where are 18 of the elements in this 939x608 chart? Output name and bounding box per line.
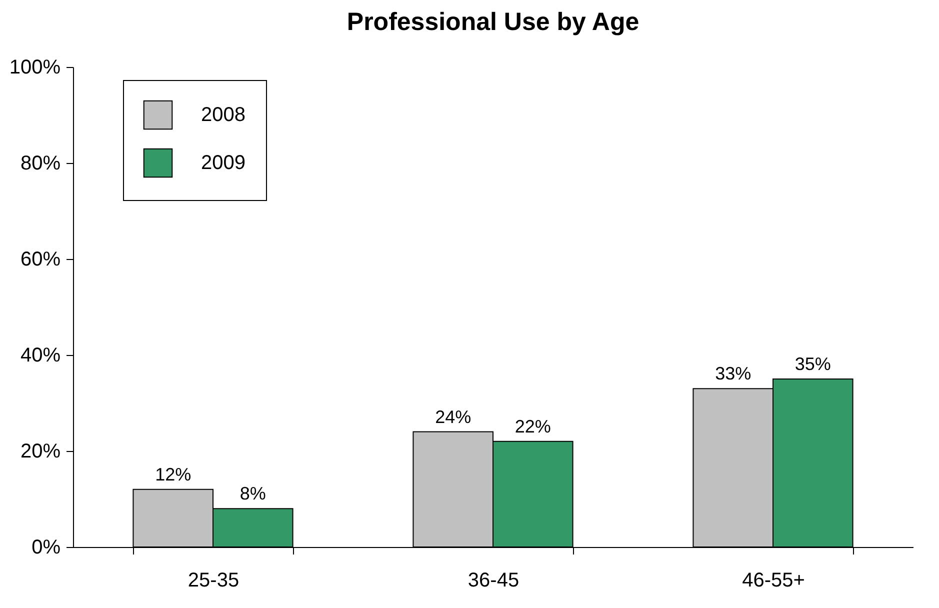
data-label: 24% xyxy=(435,406,472,427)
y-tick-label: 0% xyxy=(32,536,61,558)
data-label: 12% xyxy=(155,464,192,484)
y-tick-label: 60% xyxy=(20,248,61,270)
data-label: 33% xyxy=(715,364,752,384)
y-tick-label: 100% xyxy=(9,56,61,78)
y-tick-label: 20% xyxy=(20,440,61,462)
x-tick-label: 25-35 xyxy=(188,570,240,592)
x-tick-label: 46-55+ xyxy=(742,570,805,592)
y-tick-label: 40% xyxy=(20,344,61,366)
y-tick-label: 80% xyxy=(20,152,61,174)
legend-label: 2009 xyxy=(201,152,246,174)
data-label: 8% xyxy=(240,484,266,504)
x-tick-label: 36-45 xyxy=(468,570,520,592)
chart-title: Professional Use by Age xyxy=(346,8,640,36)
legend-label: 2008 xyxy=(201,104,246,126)
data-label: 22% xyxy=(514,416,551,436)
data-label: 35% xyxy=(794,354,831,374)
